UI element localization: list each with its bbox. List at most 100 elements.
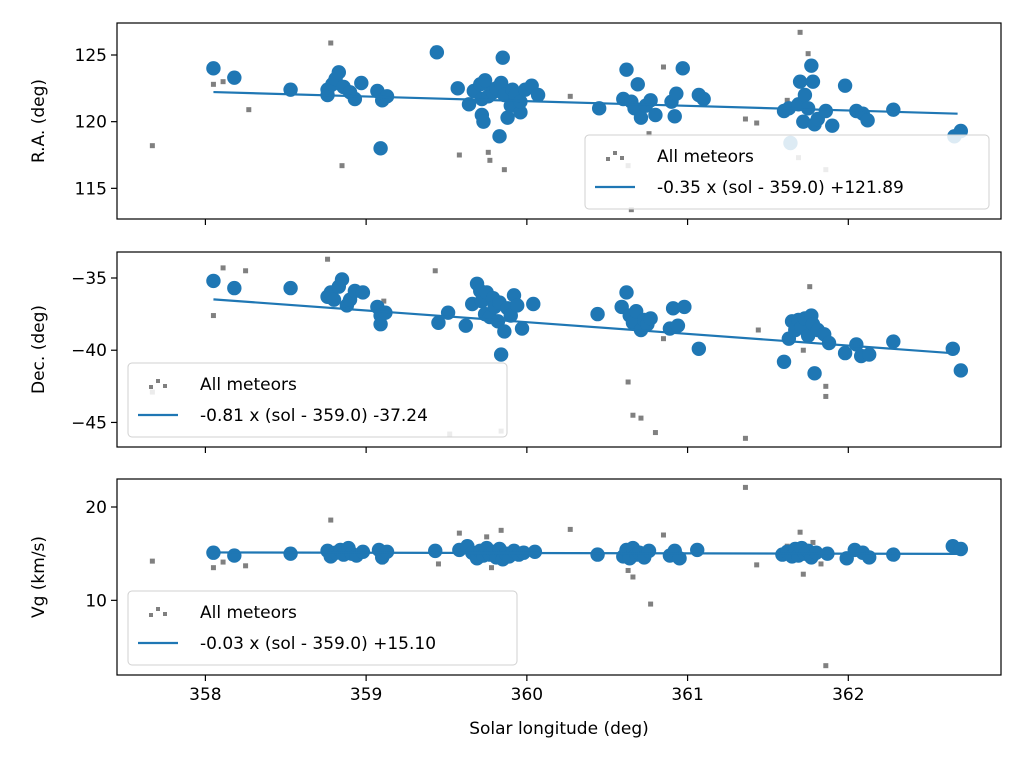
fit-line: [213, 298, 958, 355]
all-meteors-point: [742, 484, 748, 490]
selected-meteor-point: [527, 544, 543, 559]
selected-meteor-point: [953, 541, 969, 557]
all-meteors-point: [432, 268, 438, 274]
selected-meteor-point: [227, 70, 242, 85]
selected-meteor-point: [477, 73, 493, 88]
selected-meteor-point: [862, 347, 877, 362]
axes-frame: [116, 22, 1002, 220]
legend-scatter-marker: [156, 379, 160, 383]
legend-scatter-label: All meteors: [200, 603, 297, 623]
legend-scatter-label: All meteors: [200, 375, 297, 395]
x-tick-label: 362: [832, 685, 864, 705]
fit-line: [213, 551, 958, 555]
legend-scatter-marker: [613, 151, 617, 155]
ra-panel: 115 120 125 R.A. (deg) All meteors -0.35 x (s…: [29, 22, 1002, 225]
all-meteors-point: [755, 327, 761, 333]
selected-meteor-point: [691, 341, 707, 356]
selected-meteor-point: [458, 318, 473, 333]
all-meteors-point: [784, 97, 790, 103]
all-meteors-point: [243, 268, 249, 274]
selected-meteor-point: [953, 363, 969, 378]
selected-meteor-point: [797, 87, 813, 103]
selected-meteor-point: [373, 141, 388, 156]
vg-panel: 358 359 360 361 362 10 20 Vg (km/s) Solar longit…: [29, 478, 1002, 739]
all-meteors-point: [220, 265, 226, 271]
all-meteors-point: [210, 81, 216, 87]
legend-scatter-marker: [156, 607, 160, 611]
all-meteors-point: [823, 393, 829, 399]
y-tick-label: 10: [85, 591, 107, 611]
all-meteors-point: [754, 120, 760, 126]
all-meteors-point: [818, 561, 824, 567]
all-meteors-point: [243, 563, 249, 569]
all-meteors-point: [638, 415, 644, 421]
selected-meteor-point: [665, 301, 681, 316]
selected-meteor-point: [492, 129, 507, 144]
legend: All meteors -0.03 x (sol - 359.0) +15.10: [127, 590, 518, 666]
all-meteors-point: [652, 430, 658, 436]
selected-meteor-point: [675, 61, 690, 76]
selected-meteor-point: [643, 311, 658, 326]
selected-meteor-point: [821, 335, 837, 351]
x-tick-label: 359: [350, 685, 382, 705]
all-meteors-point: [567, 93, 573, 99]
y-axis-label: Dec. (deg): [29, 305, 49, 394]
all-meteors-point: [456, 530, 462, 536]
all-meteors-point: [660, 532, 666, 538]
y-axis-label: Vg (km/s): [29, 536, 49, 618]
all-meteors-point: [339, 163, 345, 169]
selected-meteor-point: [862, 550, 877, 565]
data-layer: [149, 484, 969, 669]
all-meteors-point: [381, 298, 387, 304]
selected-meteor-point: [804, 58, 819, 73]
all-meteors-point: [501, 167, 507, 173]
selected-meteor-point: [591, 101, 607, 116]
x-axis-label: Solar longitude (deg): [469, 719, 649, 739]
selected-meteor-point: [461, 97, 477, 112]
all-meteors-point: [630, 412, 636, 418]
all-meteors-point: [797, 529, 803, 535]
selected-meteor-point: [886, 334, 901, 349]
selected-meteor-point: [641, 543, 657, 559]
y-axis-label: R.A. (deg): [29, 79, 49, 163]
selected-meteor-point: [630, 77, 645, 92]
x-tick-label: 358: [189, 685, 221, 705]
y-tick-label: −40: [71, 341, 107, 361]
selected-meteor-point: [619, 62, 634, 77]
all-meteors-point: [807, 284, 813, 290]
all-meteors-point: [805, 51, 811, 57]
all-meteors-point: [484, 534, 490, 540]
all-meteors-point: [328, 517, 334, 523]
all-meteors-point: [648, 601, 654, 607]
all-meteors-point: [628, 207, 634, 213]
legend: All meteors -0.35 x (sol - 359.0) +121.89: [584, 134, 990, 210]
selected-meteor-point: [510, 298, 525, 313]
selected-meteor-point: [667, 109, 682, 124]
selected-meteor-point: [431, 315, 446, 330]
selected-meteor-point: [206, 61, 221, 76]
selected-meteor-point: [326, 292, 342, 307]
axes-frame: [116, 251, 1002, 448]
all-meteors-point: [625, 379, 631, 385]
all-meteors-point: [456, 152, 462, 158]
all-meteors-point: [797, 29, 803, 35]
selected-meteor-point: [672, 551, 687, 566]
selected-meteor-point: [227, 280, 242, 296]
selected-meteor-point: [860, 113, 875, 128]
selected-meteor-point: [331, 65, 347, 80]
y-tick-label: 125: [75, 46, 107, 66]
selected-meteor-point: [493, 347, 509, 362]
selected-meteor-point: [792, 74, 808, 89]
selected-meteor-point: [776, 354, 792, 369]
selected-meteor-point: [805, 74, 821, 89]
all-meteors-point: [646, 131, 652, 137]
legend-box: [127, 362, 508, 438]
selected-meteor-point: [849, 337, 864, 352]
dec-panel: −45 −40 −35 Dec. (deg) All meteors -0.81 x (s…: [29, 251, 1002, 453]
selected-meteor-point: [670, 318, 686, 333]
selected-meteor-point: [493, 75, 509, 91]
legend-scatter-marker: [163, 384, 167, 388]
all-meteors-point: [149, 143, 155, 149]
legend-scatter-label: All meteors: [657, 147, 754, 167]
y-tick-label: 20: [85, 498, 107, 518]
